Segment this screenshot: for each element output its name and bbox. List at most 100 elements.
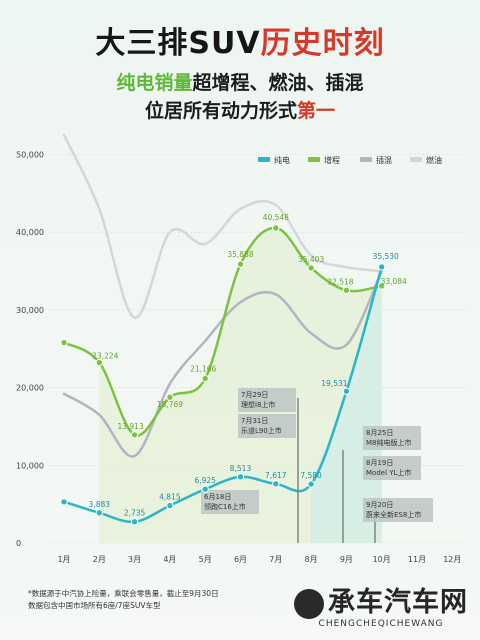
x-tick-label: 8月 bbox=[305, 555, 318, 564]
annotation-text: 9月20日 bbox=[366, 501, 393, 509]
watermark-sub: CHENGCHEQICHEWANG bbox=[318, 619, 444, 629]
erev-data-label: 13,913 bbox=[117, 422, 143, 431]
ev-point bbox=[60, 498, 68, 506]
annotation-text: 理想i8上市 bbox=[241, 400, 275, 409]
annotation-text: 8月19日 bbox=[366, 459, 393, 467]
x-tick-label: 7月 bbox=[269, 555, 282, 564]
ev-data-label: 19,531 bbox=[321, 379, 347, 388]
subtitle2-dark: 位居所有动力形式 bbox=[144, 100, 297, 122]
erev-data-label: 35,888 bbox=[227, 250, 253, 259]
x-tick-label: 1月 bbox=[57, 555, 70, 564]
legend-label: 插混 bbox=[376, 155, 392, 165]
phev-series-line bbox=[62, 269, 383, 458]
legend-swatch bbox=[258, 157, 270, 162]
x-tick-label: 3月 bbox=[128, 555, 141, 564]
ev-data-label: 35,530 bbox=[373, 252, 399, 261]
ev-point bbox=[166, 501, 174, 510]
erev-point bbox=[130, 431, 139, 439]
x-tick-label: 9月 bbox=[340, 555, 353, 564]
erev-point bbox=[236, 260, 245, 268]
annotation-text: 6月18日 bbox=[204, 493, 231, 501]
ev-point bbox=[201, 485, 209, 493]
annotation-text: 8月25日 bbox=[366, 429, 393, 437]
annotation-text: 蔚来全新ES8上市 bbox=[366, 510, 421, 519]
x-tick-label: 10月 bbox=[373, 555, 391, 564]
footnote: *数据源于中汽协上险量，乘联会零售量，截止至9月30日 数据包含中国市场所有6座… bbox=[28, 588, 219, 612]
legend-swatch bbox=[360, 157, 372, 162]
footnote-line-2: 数据包含中国市场所有6座/7座SUV车型 bbox=[28, 601, 161, 610]
ev-data-label: 6,925 bbox=[194, 476, 216, 485]
watermark-text: 承车汽车网 bbox=[294, 580, 468, 619]
title-block: 大三排SUV历史时刻 纯电销量超增程、燃油、插混 位居所有动力形式第一 bbox=[0, 18, 480, 124]
annotation-text: 7月31日 bbox=[241, 417, 268, 425]
main-title: 大三排SUV历史时刻 bbox=[0, 18, 480, 62]
x-tick-label: 2月 bbox=[93, 555, 106, 564]
y-tick-label: 50,000 bbox=[16, 151, 44, 160]
ev-point bbox=[236, 473, 245, 481]
title-red: 历史时刻 bbox=[260, 26, 385, 61]
annotation-text: 7月29日 bbox=[241, 391, 268, 399]
annotation-box bbox=[363, 426, 421, 450]
annotation-text: M8纯电版上市 bbox=[366, 438, 412, 447]
legend-item: 纯电 bbox=[258, 155, 290, 165]
erev-data-label: 35,403 bbox=[298, 255, 324, 264]
ev-point bbox=[307, 480, 315, 488]
annotation-text: Model YL上市 bbox=[366, 468, 411, 477]
subtitle2-red: 第一 bbox=[297, 100, 336, 122]
erev-point bbox=[60, 338, 68, 347]
erev-data-label: 23,224 bbox=[92, 352, 118, 361]
subtitle-line-1: 纯电销量超增程、燃油、插混 bbox=[0, 70, 480, 96]
x-tick-label: 12月 bbox=[443, 555, 461, 564]
ev-point bbox=[130, 518, 139, 526]
ev-data-label: 7,617 bbox=[265, 471, 287, 480]
erev-data-label: 32,518 bbox=[327, 277, 353, 286]
legend-label: 燃油 bbox=[426, 155, 442, 165]
watermark-logo-icon bbox=[294, 588, 324, 619]
erev-data-label: 18,769 bbox=[157, 400, 183, 409]
legend-label: 增程 bbox=[324, 155, 340, 165]
annotation-box bbox=[238, 414, 296, 438]
erev-area bbox=[99, 227, 382, 543]
legend-item: 增程 bbox=[308, 155, 340, 165]
annotation-box bbox=[363, 456, 421, 480]
ev-data-label: 7,580 bbox=[300, 471, 322, 480]
erev-point bbox=[95, 358, 104, 367]
annotation-text: 领跑C16上市 bbox=[204, 502, 246, 511]
ev-data-label: 2,735 bbox=[124, 509, 146, 518]
ev-point bbox=[272, 480, 280, 488]
x-tick-label: 6月 bbox=[234, 555, 247, 564]
annotation-box bbox=[238, 388, 296, 412]
y-tick-label: 40,000 bbox=[16, 228, 44, 237]
annotation-box bbox=[363, 498, 433, 522]
legend-item: 插混 bbox=[360, 155, 392, 165]
x-tick-label: 11月 bbox=[408, 555, 426, 564]
ice-series-line bbox=[62, 133, 383, 319]
erev-series-line bbox=[62, 226, 383, 437]
y-tick-label: 0 bbox=[16, 539, 21, 548]
footnote-line-1: *数据源于中汽协上险量，乘联会零售量，截止至9月30日 bbox=[28, 589, 219, 598]
erev-data-label: 40,548 bbox=[263, 213, 289, 222]
subtitle-dark: 超增程、燃油、插混 bbox=[192, 72, 364, 94]
subtitle-green: 纯电销量 bbox=[116, 72, 193, 94]
legend-label: 纯电 bbox=[274, 155, 290, 165]
annotation-text: 乐道L90上市 bbox=[241, 426, 282, 435]
ev-data-label: 3,883 bbox=[89, 500, 111, 509]
ev-data-label: 4,815 bbox=[159, 493, 181, 502]
legend-swatch bbox=[308, 157, 320, 162]
y-tick-label: 10,000 bbox=[16, 461, 44, 470]
erev-point bbox=[201, 374, 209, 383]
y-tick-label: 30,000 bbox=[16, 306, 44, 315]
watermark: 承车汽车网 CHENGCHEQICHEWANG bbox=[294, 580, 468, 629]
ev-data-label: 8,513 bbox=[230, 464, 252, 473]
watermark-main: 承车汽车网 bbox=[328, 587, 468, 618]
erev-point bbox=[307, 264, 315, 272]
erev-point bbox=[166, 393, 174, 401]
erev-data-label: 33,084 bbox=[381, 277, 407, 286]
erev-point bbox=[342, 286, 351, 295]
